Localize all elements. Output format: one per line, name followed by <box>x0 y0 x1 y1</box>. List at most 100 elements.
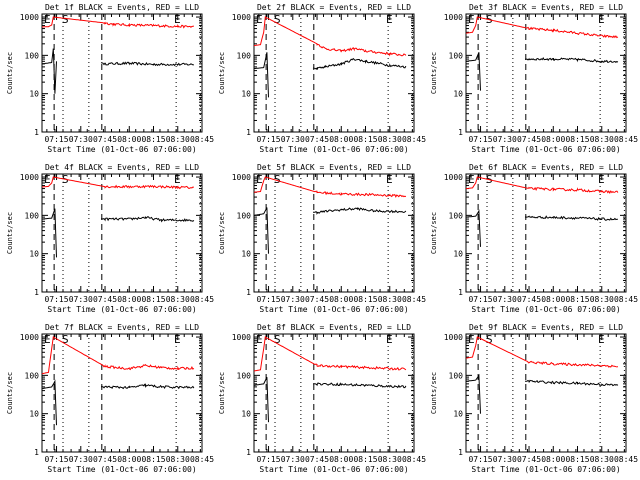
y-tick-label: 1000 <box>444 333 463 342</box>
events-series-line <box>41 379 195 426</box>
chart-panel-3: Det 3f BLACK = Events, RED = LLD 1 10 100 10… <box>430 3 638 154</box>
y-tick-label: 1000 <box>444 173 463 182</box>
x-axis-label: Start Time (01-Oct-06 07:06:00) <box>47 305 196 314</box>
x-tick-label: 08:15 <box>141 295 165 304</box>
plot-frame <box>465 173 627 293</box>
events-series-line <box>465 209 618 247</box>
x-tick-label: 08:00 <box>541 295 565 304</box>
y-tick-label: 10 <box>29 410 39 419</box>
chart-panel-2: Det 2f BLACK = Events, RED = LLD 1 10 100 10… <box>218 3 426 154</box>
y-tick-label: 10 <box>241 250 251 259</box>
y-tick-label: 1000 <box>444 13 463 22</box>
x-tick-label: 08:30 <box>590 135 614 144</box>
x-tick-label: 08:45 <box>190 295 214 304</box>
y-tick-label: 100 <box>25 371 40 380</box>
events-series-line <box>41 48 194 94</box>
chart-title: Det 8f BLACK = Events, RED = LLD <box>257 323 411 332</box>
marker-label: E <box>44 333 51 346</box>
x-tick-label: 08:45 <box>190 455 214 464</box>
events-series-line <box>253 52 407 98</box>
y-axis-label: Counts/sec <box>6 52 14 94</box>
chart-panel-7: Det 7f BLACK = Events, RED = LLD 1 10 100 10… <box>6 323 214 474</box>
marker-label: E <box>386 173 393 186</box>
y-tick-label: 100 <box>237 371 252 380</box>
y-tick-label: 1000 <box>20 173 39 182</box>
lld-series-line <box>41 336 195 375</box>
x-axis-label: Start Time (01-Oct-06 07:06:00) <box>47 465 196 474</box>
x-tick-label: 07:15 <box>468 455 492 464</box>
y-tick-label: 10 <box>241 90 251 99</box>
x-tick-label: 08:30 <box>166 455 190 464</box>
y-tick-label: 1000 <box>232 13 251 22</box>
x-tick-label: 07:45 <box>305 295 329 304</box>
x-tick-label: 07:30 <box>493 295 517 304</box>
x-tick-label: 08:45 <box>614 135 638 144</box>
y-tick-label: 100 <box>237 211 252 220</box>
y-tick-label: 1 <box>246 128 251 137</box>
y-axis-label: Counts/sec <box>218 212 226 254</box>
x-tick-label: 08:00 <box>329 295 353 304</box>
y-tick-label: 100 <box>449 211 464 220</box>
x-tick-label: 07:45 <box>517 455 541 464</box>
marker-label: E <box>598 333 605 346</box>
x-tick-label: 08:15 <box>565 455 589 464</box>
x-tick-label: 07:30 <box>281 135 305 144</box>
x-tick-label: 08:30 <box>166 295 190 304</box>
x-tick-label: 08:00 <box>541 455 565 464</box>
x-tick-label: 08:30 <box>590 295 614 304</box>
plot-frame <box>253 13 415 133</box>
marker-label: S <box>486 333 493 346</box>
x-tick-label: 08:15 <box>353 295 377 304</box>
x-tick-label: 08:30 <box>590 455 614 464</box>
x-tick-label: 08:30 <box>378 295 402 304</box>
x-tick-label: 07:30 <box>69 295 93 304</box>
y-tick-label: 1000 <box>20 333 39 342</box>
x-axis-label: Start Time (01-Oct-06 07:06:00) <box>47 145 196 154</box>
x-tick-label: 08:45 <box>190 135 214 144</box>
plot-frame <box>41 13 203 133</box>
y-tick-label: 100 <box>449 371 464 380</box>
plot-frame <box>41 173 203 293</box>
x-tick-label: 08:45 <box>402 455 426 464</box>
y-tick-label: 1 <box>34 288 39 297</box>
lld-series-line <box>253 336 407 372</box>
y-tick-label: 1 <box>458 448 463 457</box>
y-axis-label: Counts/sec <box>218 52 226 94</box>
x-tick-label: 07:15 <box>44 135 68 144</box>
x-tick-label: 07:45 <box>517 135 541 144</box>
marker-label: E <box>174 173 181 186</box>
marker-label: E <box>44 13 51 26</box>
chart-title: Det 6f BLACK = Events, RED = LLD <box>469 163 623 172</box>
y-tick-label: 10 <box>29 250 39 259</box>
x-tick-label: 08:00 <box>329 135 353 144</box>
lld-series-line <box>41 16 195 29</box>
x-tick-label: 07:30 <box>281 295 305 304</box>
y-tick-label: 1 <box>34 448 39 457</box>
y-tick-label: 10 <box>453 250 463 259</box>
chart-panel-5: Det 5f BLACK = Events, RED = LLD 1 10 100 10… <box>218 163 426 314</box>
x-tick-label: 07:15 <box>468 135 492 144</box>
marker-label: E <box>468 173 475 186</box>
chart-title: Det 2f BLACK = Events, RED = LLD <box>257 3 411 12</box>
events-series-line <box>465 373 619 414</box>
chart-panel-4: Det 4f BLACK = Events, RED = LLD 1 10 100 10… <box>6 163 214 314</box>
chart-title: Det 4f BLACK = Events, RED = LLD <box>45 163 199 172</box>
y-tick-label: 1 <box>458 288 463 297</box>
marker-label: S <box>274 173 281 186</box>
x-tick-label: 08:15 <box>141 455 165 464</box>
marker-label: E <box>174 333 181 346</box>
x-tick-label: 08:15 <box>353 455 377 464</box>
x-tick-label: 08:15 <box>353 135 377 144</box>
x-axis-label: Start Time (01-Oct-06 07:06:00) <box>471 145 620 154</box>
marker-label: S <box>62 13 69 26</box>
chart-title: Det 9f BLACK = Events, RED = LLD <box>469 323 623 332</box>
events-series-line <box>41 208 195 258</box>
x-tick-label: 07:45 <box>93 455 117 464</box>
x-tick-label: 08:00 <box>117 295 141 304</box>
x-tick-label: 08:00 <box>541 135 565 144</box>
marker-label: E <box>386 13 393 26</box>
marker-label: S <box>274 13 281 26</box>
lld-series-line <box>41 176 194 190</box>
marker-label: E <box>598 13 605 26</box>
